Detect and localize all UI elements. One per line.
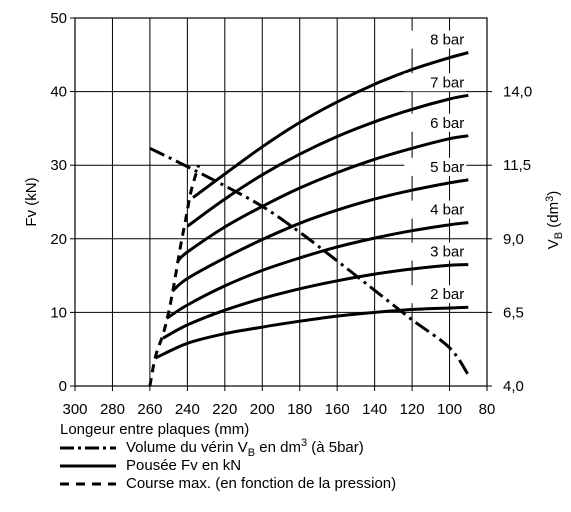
legend-item-course: Course max. (en fonction de la pression) — [60, 475, 396, 493]
x-tick-label: 160 — [325, 401, 350, 418]
curve-label-bg — [404, 200, 467, 219]
y2-axis-title: VB (dm3) — [544, 191, 565, 249]
curve-label: 4 bar — [430, 202, 464, 219]
series-line-5-bar — [171, 178, 469, 293]
series-line-6-bar — [176, 134, 469, 262]
legend-swatch-dashed — [60, 482, 116, 486]
legend-swatch-solid — [60, 464, 116, 468]
x-tick-label: 280 — [100, 401, 125, 418]
legend: Longeur entre plaques (mm) Volume du vér… — [60, 421, 396, 493]
y2-tick-label: 6,5 — [503, 304, 524, 321]
x-tick-label: 220 — [212, 401, 237, 418]
x-tick-label: 260 — [137, 401, 162, 418]
series-line-2-bar — [154, 305, 469, 360]
y-tick-label: 50 — [50, 10, 67, 27]
legend-swatch-dashdot — [60, 446, 116, 450]
curve-label-bg — [404, 242, 467, 261]
curve-labels-group: 2 bar 3 bar 4 bar 5 bar 6 bar 7 bar 8 bar — [404, 30, 467, 304]
y-axis-title: Fv (kN) — [23, 177, 40, 226]
y-tick-label: 10 — [50, 304, 67, 321]
x-tick-label: 240 — [175, 401, 200, 418]
x-tick-label: 200 — [250, 401, 275, 418]
y2-tick-label: 9,0 — [503, 231, 524, 248]
curve-label: 2 bar — [430, 286, 464, 303]
legend-item-force: Pousée Fv en kN — [60, 457, 396, 475]
curve-label: 3 bar — [430, 244, 464, 261]
curve-label-bg — [404, 285, 467, 304]
x-tick-label: 300 — [62, 401, 87, 418]
legend-item-volume: Volume du vérin VB en dm3 (à 5bar) — [60, 437, 396, 459]
y-tick-label: 0 — [59, 378, 67, 395]
y2-tick-label: 11,5 — [503, 157, 531, 174]
curve-label-bg — [404, 73, 467, 92]
plot-frame — [74, 17, 488, 387]
legend-label-volume: Volume du vérin VB en dm3 (à 5bar) — [126, 437, 364, 459]
series-line-4-bar — [165, 221, 469, 320]
y2-tick-label: 4,0 — [503, 378, 524, 395]
curve-label: 7 bar — [430, 74, 464, 91]
legend-label-force: Pousée Fv en kN — [126, 457, 242, 474]
curve-label: 8 bar — [430, 32, 464, 49]
y2-tick-label: 14,0 — [503, 84, 532, 101]
x-tick-label: 100 — [437, 401, 462, 418]
ticks-group: 300 280 260 240 220 200 180 160 140 120 100 80 0 10 20… — [50, 10, 532, 418]
series-line-8-bar — [192, 51, 469, 199]
series-line-3-bar — [162, 263, 469, 340]
y-tick-label: 40 — [50, 84, 67, 101]
x-tick-label: 180 — [287, 401, 312, 418]
y-tick-label: 20 — [50, 231, 67, 248]
curve-label-bg — [404, 30, 467, 49]
series-line-volume-du-v-rin-v-b-en-dm3-5bar — [149, 146, 470, 376]
x-tick-label: 120 — [400, 401, 425, 418]
curve-label-bg — [404, 113, 467, 132]
legend-label-course: Course max. (en fonction de la pression) — [126, 475, 397, 492]
x-tick-label: 140 — [362, 401, 387, 418]
curve-label: 6 bar — [430, 115, 464, 132]
x-axis-title: Longeur entre plaques (mm) — [60, 421, 250, 438]
curve-label-bg — [404, 157, 467, 176]
x-tick-label: 80 — [479, 401, 496, 418]
curve-label: 5 bar — [430, 159, 464, 176]
y-tick-label: 30 — [50, 157, 67, 174]
series-group — [148, 51, 470, 387]
